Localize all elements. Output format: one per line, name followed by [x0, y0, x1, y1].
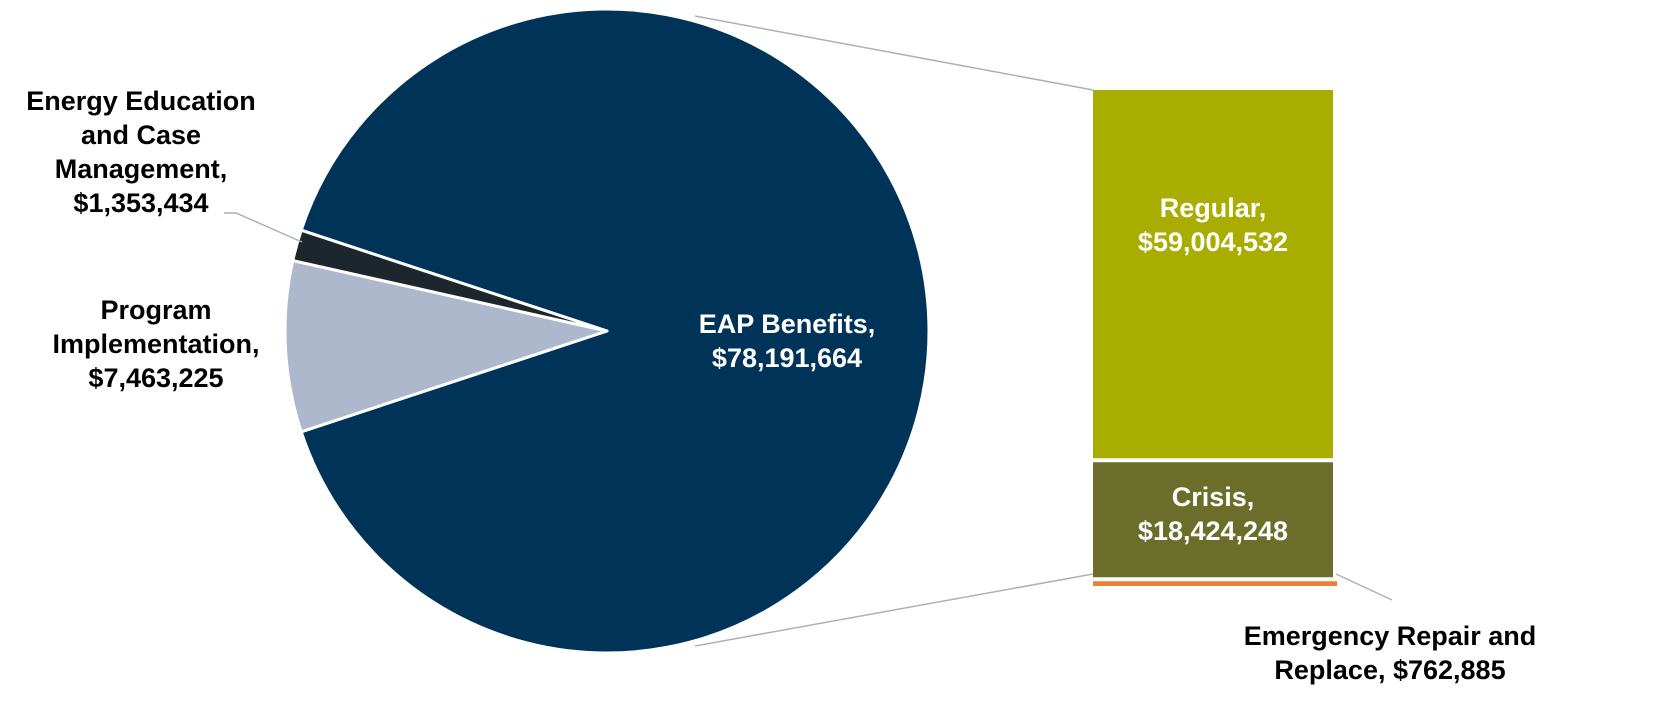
label-crisis-line: Crisis, [1172, 482, 1255, 512]
bar-segment-emergency-repair [1093, 581, 1337, 586]
breakdown-bar [1093, 90, 1337, 586]
label-program-implementation-line: $7,463,225 [88, 363, 223, 393]
label-energy-education-line: $1,353,434 [73, 188, 208, 218]
label-emergency-repair-line: Replace, $762,885 [1274, 655, 1505, 685]
label-eap-benefits: EAP Benefits, $78,191,664 [699, 309, 876, 373]
label-regular: Regular, $59,004,532 [1138, 193, 1288, 257]
pie [283, 7, 931, 655]
data-labels: EAP Benefits, $78,191,664 Program Implement… [26, 86, 1536, 685]
label-eap-benefits-line: $78,191,664 [712, 343, 862, 373]
connector-line-top [694, 15, 1094, 91]
label-energy-education: Energy Education and Case Management, $1,35… [26, 86, 256, 218]
pie-slice-eap-benefits [299, 7, 931, 655]
label-energy-education-line: and Case [81, 120, 201, 150]
label-emergency-repair-line: Emergency Repair and [1244, 621, 1537, 651]
label-program-implementation: Program Implementation, $7,463,225 [52, 295, 259, 393]
label-program-implementation-line: Program [100, 295, 211, 325]
label-regular-line: Regular, [1160, 193, 1267, 223]
label-emergency-repair: Emergency Repair and Replace, $762,885 [1244, 621, 1537, 685]
label-regular-line: $59,004,532 [1138, 227, 1288, 257]
label-leader-lines [224, 212, 1393, 601]
leader-line-emergency-repair [1335, 573, 1393, 601]
bar-segment-regular [1093, 90, 1333, 459]
label-energy-education-line: Management, [55, 154, 228, 184]
leader-line-energy-education [224, 212, 303, 243]
label-program-implementation-line: Implementation, [52, 329, 259, 359]
label-crisis-line: $18,424,248 [1138, 516, 1288, 546]
label-energy-education-line: Energy Education [26, 86, 256, 116]
label-crisis: Crisis, $18,424,248 [1138, 482, 1288, 546]
connector-line-bottom [694, 573, 1094, 647]
bar-segment-crisis [1093, 462, 1333, 578]
pie-slice-program-implementation [283, 259, 609, 434]
connector-lines [694, 15, 1094, 647]
pie-slice-energy-education [291, 228, 609, 333]
label-eap-benefits-line: EAP Benefits, [699, 309, 876, 339]
